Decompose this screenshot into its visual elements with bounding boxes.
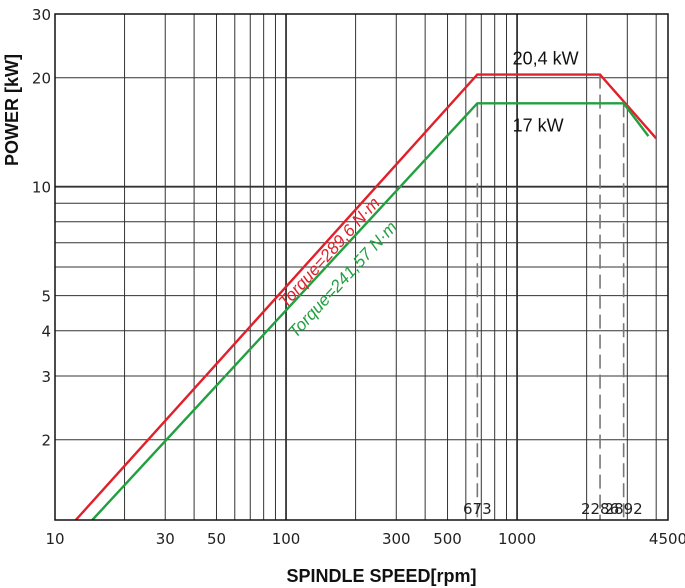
x-tick-label: 100 [272,530,301,548]
y-tick-label: 5 [41,288,51,306]
speed-marker-label: 2286 [581,500,619,518]
y-tick-label: 2 [41,432,51,450]
power-curve-0 [74,73,658,521]
x-tick-label: 4500 [649,530,685,548]
y-tick-label: 3 [41,368,51,386]
power-level-label: 17 kW [513,115,564,135]
speed-marker-label: 2892 [605,500,643,518]
power-level-label: 20,4 kW [513,49,579,69]
grid-lines [55,14,668,520]
power-curves [74,73,658,521]
x-tick-label: 10 [45,530,64,548]
x-tick-label: 300 [382,530,411,548]
y-tick-label: 30 [32,6,51,24]
x-tick-label: 30 [156,530,175,548]
speed-marker-lines [476,74,625,520]
speed-marker-label: 673 [463,500,492,518]
x-tick-label: 50 [207,530,226,548]
x-axis-title: SPINDLE SPEED[rpm] [286,566,476,586]
y-tick-label: 4 [41,323,51,341]
y-tick-label: 20 [32,70,51,88]
power-curve-1 [91,102,650,521]
plot-frame [54,13,669,521]
y-tick-label: 10 [32,179,51,197]
x-tick-label: 1000 [498,530,536,548]
x-tick-label: 500 [433,530,462,548]
y-axis-title: POWER [kW] [2,54,22,166]
